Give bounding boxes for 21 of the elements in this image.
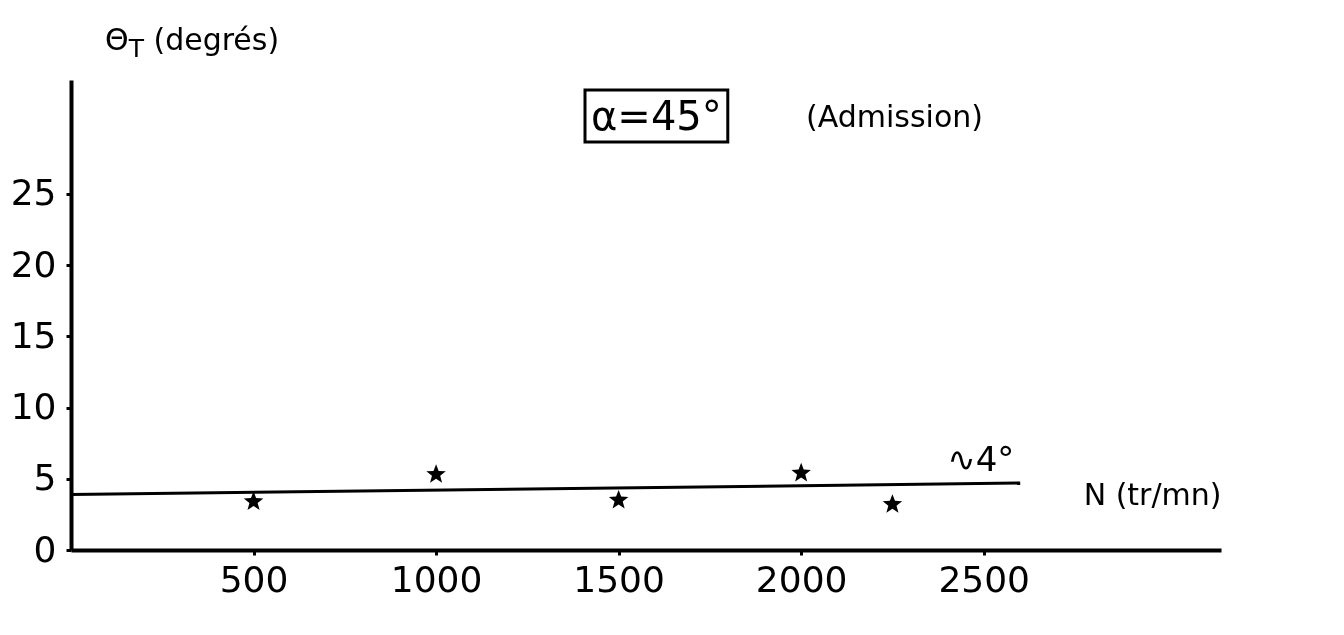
y-tick-label: 0 xyxy=(33,528,57,570)
annotation: (Admission) xyxy=(806,99,983,134)
y-axis-title: Θ$_{T}$ (degrés) xyxy=(105,22,280,63)
x-tick-label: 1500 xyxy=(573,558,665,600)
y-tick-label: 5 xyxy=(33,457,57,499)
x-tick-label: 1000 xyxy=(390,558,483,600)
point xyxy=(882,494,903,513)
annotation: α=45° xyxy=(591,93,722,139)
x-tick-label: 500 xyxy=(219,558,289,600)
y-tick-label: 15 xyxy=(10,314,57,356)
point xyxy=(426,464,446,483)
x-axis-title: N (tr/mn) xyxy=(1083,476,1222,512)
point xyxy=(608,489,629,509)
point xyxy=(791,462,811,482)
annotation: ∿4° xyxy=(947,439,1015,480)
y-tick-label: 10 xyxy=(10,386,57,428)
x-tick-label: 2000 xyxy=(755,558,848,600)
point xyxy=(243,491,264,510)
y-tick-label: 20 xyxy=(10,243,57,285)
y-tick-label: 25 xyxy=(10,172,57,214)
x-tick-label: 2500 xyxy=(938,558,1031,600)
